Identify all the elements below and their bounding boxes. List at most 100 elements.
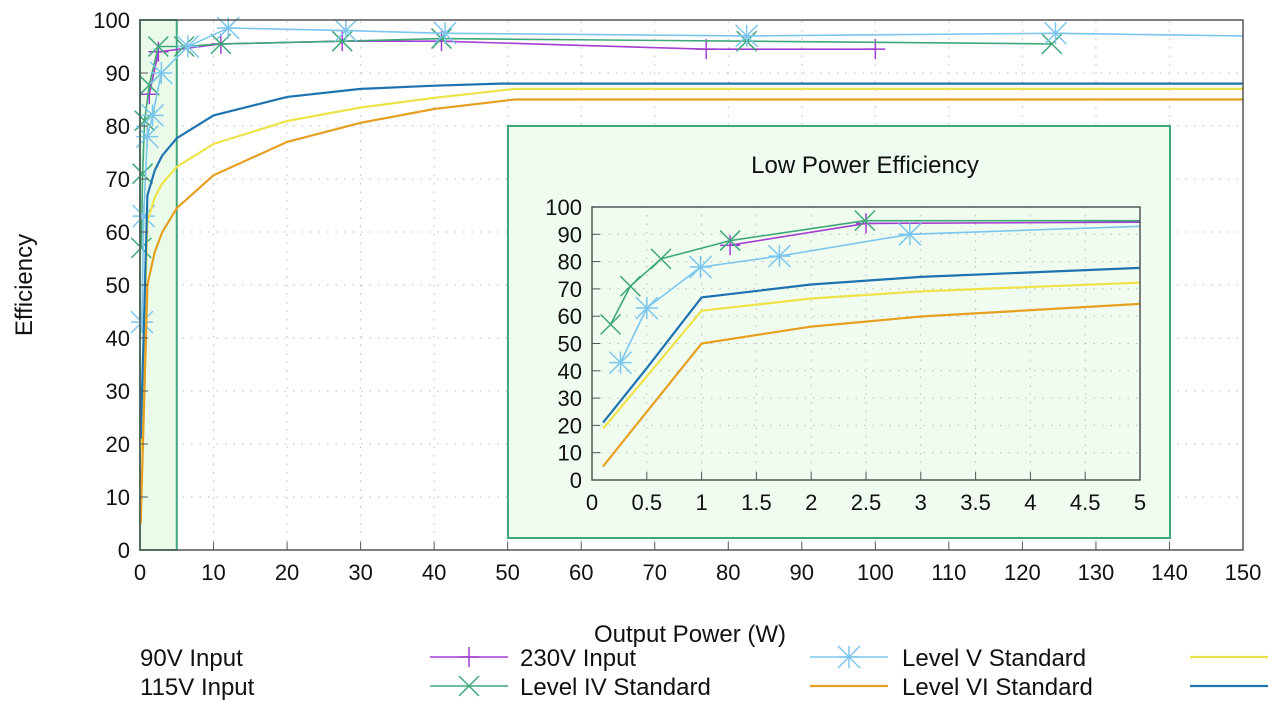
data-point-230v-input [130,310,154,334]
x-tick-label: 110 [931,560,966,585]
inset-ticks: 0 0.5 1 1.5 2 2.5 3 3.5 4 4.5 50102030405060708090… [545,195,1146,515]
data-point-230v-input [1043,21,1068,45]
x-tick-label: 80 [716,560,740,585]
data-point-115v-input [719,230,741,252]
legend-item-level-vi-standard: Level VI Standard [902,674,1268,701]
series-line-230v-input [141,27,1244,323]
y-tick-label: 10 [558,441,582,466]
legend-label: 115V Input [140,674,255,701]
y-tick-label: 90 [106,61,130,86]
data-point-230v-input [898,222,922,246]
x-tick-label: 3 [915,490,927,515]
y-tick-label: 30 [106,379,130,404]
y-axis-label: Efficiency [11,234,38,336]
y-tick-label: 100 [545,195,582,220]
data-point-115v-input [430,28,453,50]
inset-background [507,125,1171,539]
data-point-230v-input [433,21,457,45]
data-point-230v-input [635,296,659,320]
series-line-115v-input [609,219,1140,325]
x-tick-label: 1 [695,490,707,515]
series-line-level-vi-standard [139,82,1243,439]
y-tick-label: 70 [106,167,130,192]
data-point-230v-input [334,19,358,43]
y-tick-label: 0 [570,468,582,493]
y-tick-label: 60 [558,304,582,329]
legend-item-level-iv-standard: Level IV Standard [520,674,888,701]
x-tick-label: 0 [586,490,598,515]
y-tick-label: 70 [558,277,582,302]
series-line-level-vi-standard [602,266,1141,424]
x-tick-label: 0.5 [632,490,663,515]
data-point-230v-input [141,103,165,127]
data-point-115v-input [600,313,622,335]
x-tick-label: 70 [642,560,666,585]
data-point-230v-input [735,24,759,48]
x-tick-label: 150 [1225,560,1262,585]
x-tick-label: 60 [569,560,593,585]
y-tick-label: 50 [106,273,130,298]
data-point-115v-input [147,35,169,58]
data-point-230v-input [767,244,791,268]
legend-label: 90V Input [140,645,243,672]
legend-label: 230V Input [520,645,636,672]
x-tick-label: 50 [495,560,519,585]
legend-item-230v-input: 230V Input [520,645,888,672]
inset-series [600,210,1141,468]
x-tick-label: 40 [422,560,446,585]
legend-label: Level IV Standard [520,674,711,701]
x-tick-label: 2 [805,490,817,515]
x-tick-label: 0 [134,560,146,585]
legend-item-90v-input: 90V Input [140,645,508,672]
y-tick-label: 100 [93,8,130,33]
main-ticks: 0 10 20 30 40 50 60 70 80 90 100 110 120 130 140 150010… [93,8,1261,585]
data-point-230v-input [149,61,173,85]
x-tick-label: 5 [1134,490,1146,515]
data-point-230v-input [608,351,633,375]
legend-sample-marker [837,645,861,669]
series-line-230v-input [619,225,1141,363]
data-point-115v-input [132,163,154,185]
x-tick-label: 140 [1151,560,1188,585]
data-point-230v-input [176,34,200,59]
y-tick-label: 10 [106,485,130,510]
y-tick-label: 50 [558,332,582,357]
x-tick-label: 120 [1004,560,1041,585]
y-tick-label: 60 [106,220,130,245]
data-point-115v-input [650,248,672,270]
y-tick-label: 40 [558,359,582,384]
x-tick-label: 10 [201,560,225,585]
legend-item-level-v-standard: Level V Standard [902,645,1268,672]
x-tick-label: 130 [1078,560,1115,585]
series-line-level-iv-standard [602,302,1141,468]
x-tick-label: 30 [348,560,372,585]
data-point-230v-input [688,255,713,279]
x-tick-label: 90 [790,560,814,585]
x-tick-label: 4 [1024,490,1036,515]
inset-chart: Low Power Efficiency 0 0.5 1 1.5 2 2.5 3 3.5 4 4.… [507,125,1171,539]
data-point-115v-input [619,275,641,297]
x-tick-label: 2.5 [851,490,882,515]
x-tick-label: 1.5 [741,490,772,515]
legend-label: Level VI Standard [902,674,1093,701]
x-tick-label: 20 [275,560,299,585]
data-point-115v-input [854,210,876,232]
inset-title: Low Power Efficiency [751,152,979,179]
y-tick-label: 80 [106,114,130,139]
legend-sample-marker [458,675,480,697]
x-tick-label: 3.5 [960,490,991,515]
legend-item-115v-input: 115V Input [140,674,508,701]
x-axis-label: Output Power (W) [594,621,786,648]
y-tick-label: 80 [558,250,582,275]
legend-label: Level V Standard [902,645,1086,672]
y-tick-label: 20 [106,432,130,457]
main-series [130,16,1244,524]
x-tick-label: 100 [857,560,894,585]
y-tick-label: 40 [106,326,130,351]
series-line-level-iv-standard [139,98,1243,524]
x-tick-label: 4.5 [1070,490,1101,515]
y-tick-label: 90 [558,222,582,247]
y-tick-label: 0 [118,538,130,563]
